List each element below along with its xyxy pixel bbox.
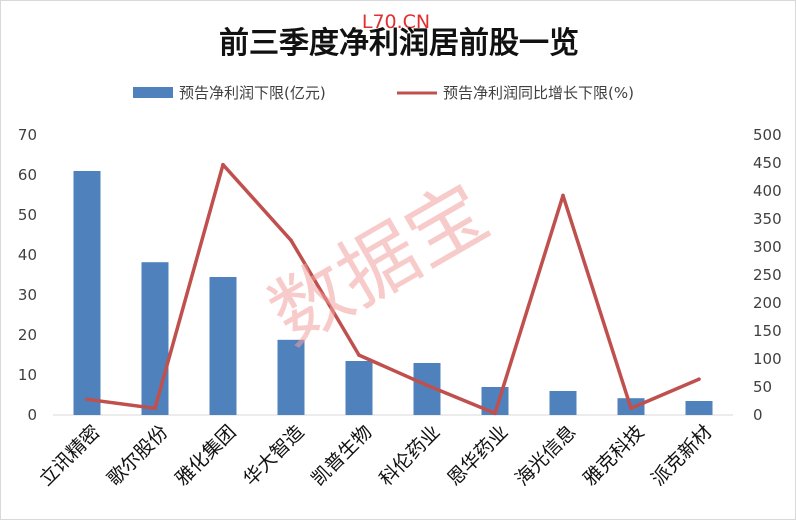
category-label: 派克新材 xyxy=(647,421,716,490)
line-point-4 xyxy=(289,238,293,243)
line-point-3 xyxy=(221,162,225,167)
category-label: 歌尔股份 xyxy=(103,421,172,490)
y-axis-left: 0 10 20 30 40 50 60 70 xyxy=(18,126,37,424)
y-left-tick-label: 70 xyxy=(18,126,37,144)
y-right-tick-label: 50 xyxy=(753,378,772,396)
line-point-2 xyxy=(153,406,157,411)
y-left-tick-label: 30 xyxy=(18,286,37,304)
bar-8 xyxy=(549,391,577,415)
chart-title: 前三季度净利润居前股一览 xyxy=(219,26,579,61)
legend-swatch-bar xyxy=(133,87,173,98)
y-right-tick-label: 150 xyxy=(753,322,782,340)
bar-2 xyxy=(141,262,169,415)
bar-3 xyxy=(209,277,237,415)
line-point-1 xyxy=(85,397,89,402)
category-label: 立讯精密 xyxy=(35,421,104,490)
y-right-tick-label: 200 xyxy=(753,294,782,312)
y-right-tick-label: 100 xyxy=(753,350,782,368)
growth-line xyxy=(86,162,700,416)
y-right-tick-label: 400 xyxy=(753,182,782,200)
bar-series xyxy=(73,171,713,415)
line-point-8 xyxy=(561,193,565,198)
bar-10 xyxy=(685,401,713,415)
line-point-9 xyxy=(629,406,633,411)
y-right-tick-label: 450 xyxy=(753,154,782,172)
y-axis-right: 0 50 100 150 200 250 300 350 400 450 500 xyxy=(753,126,782,424)
category-label: 海光信息 xyxy=(511,421,580,490)
line-point-5 xyxy=(357,353,361,357)
legend-label-line: 预告净利润同比增长下限(%) xyxy=(443,84,634,102)
legend: 预告净利润下限(亿元) 预告净利润同比增长下限(%) xyxy=(133,84,634,102)
category-label: 雅克科技 xyxy=(579,421,648,490)
line-series xyxy=(85,162,701,416)
y-left-tick-label: 0 xyxy=(27,406,37,424)
watermark: 数据宝 xyxy=(256,168,504,363)
line-point-6 xyxy=(425,383,429,388)
y-right-tick-label: 250 xyxy=(753,266,782,284)
category-label: 华大智造 xyxy=(239,421,308,490)
y-left-tick-label: 50 xyxy=(18,206,37,224)
bar-1 xyxy=(73,171,101,415)
y-left-tick-label: 10 xyxy=(18,366,37,384)
category-label: 凯普生物 xyxy=(307,421,376,490)
bar-5 xyxy=(345,361,373,415)
y-right-tick-label: 0 xyxy=(753,406,763,424)
y-right-tick-label: 500 xyxy=(753,126,782,144)
bar-4 xyxy=(277,339,305,415)
y-left-tick-label: 20 xyxy=(18,326,37,344)
legend-label-bar: 预告净利润下限(亿元) xyxy=(179,84,326,102)
y-right-tick-label: 350 xyxy=(753,210,782,228)
source-mark: L70.CN xyxy=(362,11,430,33)
y-left-tick-label: 40 xyxy=(18,246,37,264)
category-label: 科伦药业 xyxy=(375,421,444,490)
line-point-10 xyxy=(697,377,701,381)
y-left-tick-label: 60 xyxy=(18,166,37,184)
category-label: 恩华药业 xyxy=(443,421,512,490)
y-right-tick-label: 300 xyxy=(753,238,782,256)
line-point-7 xyxy=(493,411,497,416)
category-label: 雅化集团 xyxy=(171,421,240,490)
